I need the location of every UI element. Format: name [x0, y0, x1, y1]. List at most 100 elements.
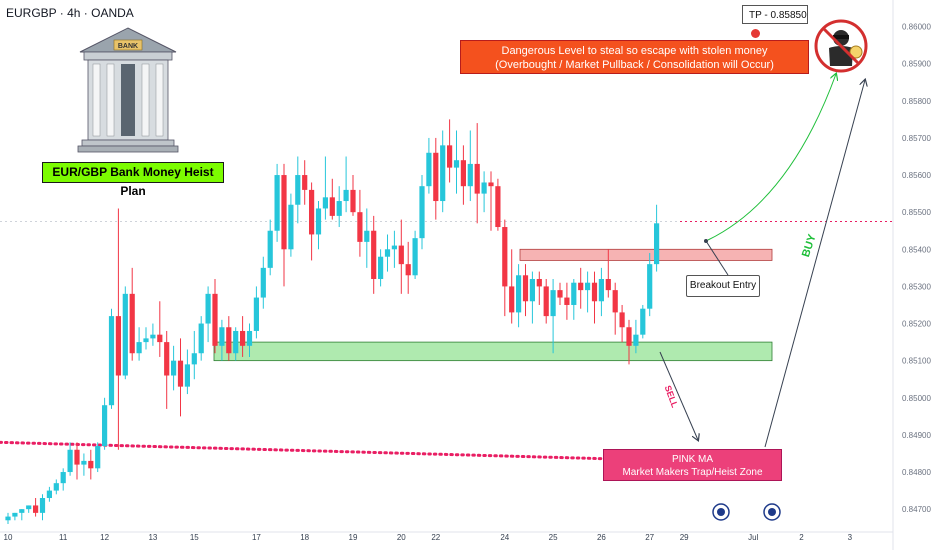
candle-body	[129, 293, 135, 354]
danger-line-2: (Overbought / Market Pullback / Consolid…	[495, 59, 774, 71]
candle-body	[281, 175, 287, 250]
candle-body	[315, 208, 322, 235]
candle-body	[81, 460, 87, 465]
bank-sign-text: BANK	[118, 43, 138, 50]
candle-body	[295, 175, 301, 205]
candle-body	[591, 282, 598, 302]
candle-body	[384, 249, 391, 257]
resistance-zone	[519, 248, 773, 261]
buy-arrow	[764, 80, 865, 448]
candle-body	[371, 230, 377, 279]
candle-body	[626, 327, 632, 346]
candle-body	[612, 290, 618, 313]
candle-body	[460, 160, 466, 187]
candle-body	[322, 197, 328, 209]
candle-body	[364, 230, 370, 242]
coin-icon-right	[763, 503, 781, 521]
candle-body	[164, 342, 170, 376]
take-profit-label: TP - 0.85850	[742, 5, 808, 38]
danger-level-box: Dangerous Level to steal so escape with …	[460, 40, 809, 74]
candle-body	[88, 460, 94, 469]
candle-body	[274, 175, 280, 231]
plan-label: EUR/GBP Bank Money Heist Plan	[42, 162, 224, 198]
x-tick-label: 17	[252, 533, 261, 542]
candle-body	[74, 449, 80, 465]
x-tick-label: 15	[190, 533, 199, 542]
candle-body	[619, 312, 625, 328]
candle-body	[633, 334, 639, 346]
candle-body	[405, 264, 411, 276]
candle-body	[246, 330, 253, 346]
candle-body	[488, 182, 494, 187]
y-tick-label: 0.85600	[902, 171, 931, 180]
candle-body	[412, 238, 418, 276]
candle-body	[398, 245, 404, 265]
candle-body	[585, 282, 591, 291]
candle-body	[67, 449, 73, 473]
x-tick-label: 26	[597, 533, 606, 542]
candle-body	[115, 316, 121, 376]
candle-body	[5, 516, 11, 521]
candle-body	[433, 152, 439, 202]
green-curve-arrow	[707, 74, 836, 241]
pink-ma-line-2: Market Makers Trap/Heist Zone	[622, 467, 763, 478]
candle-body	[240, 330, 246, 346]
sell-arrow	[659, 351, 698, 440]
x-tick-label: 27	[645, 533, 654, 542]
candle-body	[474, 163, 480, 194]
candle-body	[329, 197, 335, 216]
bank-building-icon: BANK	[77, 27, 179, 153]
candle-body	[95, 446, 101, 469]
candle-body	[495, 186, 501, 228]
coin-icon-left	[712, 503, 730, 521]
y-tick-label: 0.85400	[902, 245, 931, 254]
candle-body	[336, 201, 342, 216]
y-tick-label: 0.86000	[902, 23, 931, 32]
candle-body	[60, 472, 66, 484]
candle-body	[108, 316, 115, 406]
x-tick-label: 18	[300, 533, 309, 542]
candle-body	[453, 160, 460, 168]
candle-body	[260, 267, 266, 298]
candle-body	[426, 152, 432, 187]
candle-body	[522, 275, 529, 302]
take-profit-text: TP - 0.85850	[749, 10, 807, 21]
candle-body	[191, 353, 197, 365]
y-tick-label: 0.85900	[902, 60, 931, 69]
candle-body	[198, 323, 204, 354]
candle-body	[157, 334, 163, 343]
candle-body	[502, 227, 508, 287]
candle-body	[53, 483, 59, 491]
thief-icon	[814, 19, 868, 73]
y-tick-label: 0.85800	[902, 97, 931, 106]
y-tick-label: 0.85100	[902, 357, 931, 366]
y-tick-label: 0.85000	[902, 394, 931, 403]
candle-body	[598, 278, 604, 302]
pink-ma-line-1: PINK MA	[671, 454, 714, 465]
candle-body	[219, 327, 225, 346]
candle-body	[605, 278, 611, 291]
x-tick-label: 29	[680, 533, 689, 542]
candle-body	[150, 334, 156, 339]
candle-body	[267, 230, 273, 268]
breakout-connector	[705, 240, 729, 276]
candle-body	[343, 189, 349, 202]
y-tick-label: 0.84700	[902, 505, 931, 514]
breakout-entry-label: Breakout Entry	[686, 275, 760, 297]
candle-body	[226, 327, 232, 354]
x-tick-label: 11	[59, 533, 68, 542]
pink-ma-line	[0, 440, 687, 463]
candle-body	[26, 505, 32, 510]
candle-body	[440, 145, 446, 202]
candle-body	[543, 286, 549, 317]
candle-body	[19, 509, 25, 513]
candle-body	[557, 290, 563, 298]
x-tick-label: 20	[397, 533, 406, 542]
candle-body	[212, 293, 218, 346]
candle-body	[516, 275, 522, 313]
candle-body	[640, 308, 646, 335]
candle-body	[536, 278, 542, 287]
candle-body	[550, 290, 556, 317]
